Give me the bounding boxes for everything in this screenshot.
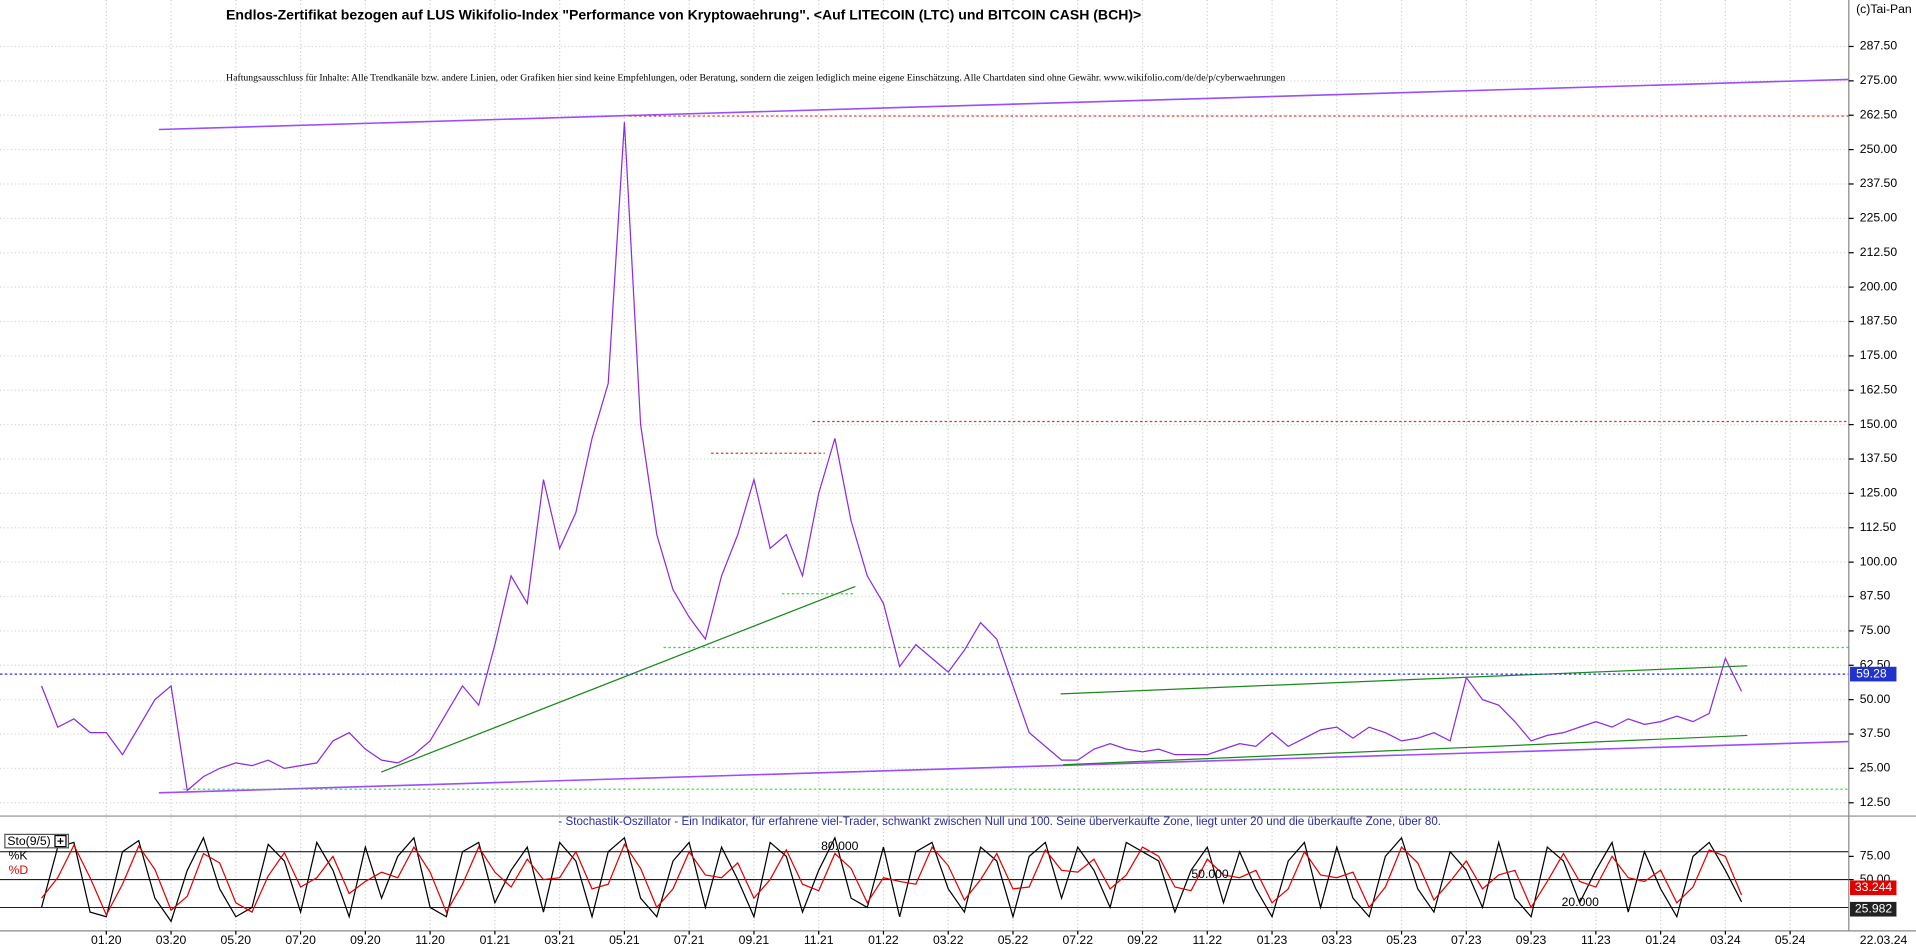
y-tick-label: 137.50 bbox=[1860, 451, 1898, 465]
last-price-box bbox=[1850, 666, 1897, 682]
x-tick-label: 07.23 bbox=[1451, 933, 1482, 947]
x-tick-label: 07.20 bbox=[285, 933, 316, 947]
y-tick-label: 287.50 bbox=[1860, 39, 1898, 53]
y-tick-label: 225.00 bbox=[1860, 211, 1898, 225]
y-tick-label: 50.00 bbox=[1860, 692, 1891, 706]
legend-entry: %K bbox=[9, 849, 28, 863]
date-label: 22.03.24 bbox=[1860, 933, 1908, 947]
value-box bbox=[1850, 880, 1897, 896]
legend-entry: %D bbox=[9, 863, 29, 877]
trendline bbox=[381, 585, 856, 773]
x-tick-label: 09.20 bbox=[350, 933, 381, 947]
value-label: 33.244 bbox=[1855, 880, 1893, 894]
x-tick-label: 05.20 bbox=[221, 933, 252, 947]
x-tick-label: 11.22 bbox=[1192, 933, 1222, 947]
x-tick-label: 05.21 bbox=[609, 933, 640, 947]
x-tick-label: 01.21 bbox=[480, 933, 511, 947]
trendline bbox=[1063, 734, 1748, 766]
y-tick-label: 200.00 bbox=[1860, 279, 1898, 293]
chart-title: Endlos-Zertifikat bezogen auf LUS Wikifo… bbox=[226, 7, 1141, 23]
y-tick-label: 75.00 bbox=[1860, 623, 1891, 637]
x-tick-label: 03.23 bbox=[1322, 933, 1353, 947]
disclaimer: Haftungsausschluss für Inhalte: Alle Tre… bbox=[226, 72, 1285, 83]
level-label: 80.000 bbox=[821, 839, 859, 853]
x-tick-label: 05.22 bbox=[998, 933, 1029, 947]
series-line bbox=[41, 843, 1743, 917]
indicator-box[interactable] bbox=[4, 833, 70, 849]
copyright: (c)Tai-Pan bbox=[1856, 2, 1912, 16]
y-tick-label: 87.50 bbox=[1860, 589, 1891, 603]
y-tick-label: 150.00 bbox=[1860, 417, 1898, 431]
last-price-label: 59.28 bbox=[1856, 666, 1887, 680]
trendline bbox=[158, 78, 1849, 131]
x-tick-label: 03.21 bbox=[544, 933, 575, 947]
x-tick-label: 05.23 bbox=[1386, 933, 1417, 947]
x-tick-label: 11.21 bbox=[804, 933, 834, 947]
x-tick-label: 07.22 bbox=[1062, 933, 1093, 947]
y-tick-label: 125.00 bbox=[1860, 486, 1898, 500]
trendlines bbox=[158, 78, 1849, 794]
y-tick-label: 237.50 bbox=[1860, 176, 1898, 190]
level-label: 50.000 bbox=[1191, 867, 1229, 881]
x-tick-label: 09.21 bbox=[739, 933, 770, 947]
x-tick-label: 07.21 bbox=[674, 933, 705, 947]
trendline bbox=[1060, 665, 1748, 695]
x-tick-label: 11.23 bbox=[1581, 933, 1611, 947]
y-tick-label: 212.50 bbox=[1860, 245, 1898, 259]
x-tick-label: 05.24 bbox=[1775, 933, 1806, 947]
trendline bbox=[158, 740, 1849, 794]
y-tick-label: 262.50 bbox=[1860, 107, 1898, 121]
value-label: 25.982 bbox=[1855, 901, 1893, 915]
grid bbox=[0, 0, 1849, 931]
y-tick-label: 100.00 bbox=[1860, 554, 1898, 568]
x-tick-label: 03.22 bbox=[933, 933, 964, 947]
y-tick-label: 37.50 bbox=[1860, 726, 1891, 740]
y-tick-label: 12.50 bbox=[1860, 795, 1891, 809]
indicator-annotation: - Stochastik-Oszillator - Ein Indikator,… bbox=[558, 815, 1441, 828]
x-tick-label: 01.22 bbox=[868, 933, 899, 947]
y-tick-label: 175.00 bbox=[1860, 348, 1898, 362]
expand-icon bbox=[57, 838, 64, 845]
x-tick-label: 11.20 bbox=[415, 933, 445, 947]
indicator-name: Sto(9/5) bbox=[7, 834, 50, 848]
y-tick-label: 187.50 bbox=[1860, 314, 1898, 328]
x-tick-label: 01.24 bbox=[1645, 933, 1676, 947]
x-tick-label: 09.22 bbox=[1127, 933, 1158, 947]
y-tick-label: 162.50 bbox=[1860, 382, 1898, 396]
y-tick-label: 25.00 bbox=[1860, 761, 1891, 775]
x-tick-label: 09.23 bbox=[1516, 933, 1547, 947]
x-tick-label: 03.24 bbox=[1710, 933, 1741, 947]
y-tick-label: 112.50 bbox=[1860, 520, 1897, 534]
value-box bbox=[1850, 901, 1897, 917]
x-tick-label: 03.20 bbox=[156, 933, 187, 947]
x-tick-label: 01.20 bbox=[91, 933, 122, 947]
y-tick-label: 275.00 bbox=[1860, 73, 1898, 87]
x-tick-label: 01.23 bbox=[1257, 933, 1288, 947]
series-line bbox=[40, 836, 1743, 923]
plot bbox=[0, 122, 1849, 923]
series-line bbox=[40, 122, 1743, 792]
y-tick-label: 75.00 bbox=[1860, 849, 1891, 863]
level-label: 20.000 bbox=[1562, 895, 1600, 909]
y-tick-label: 250.00 bbox=[1860, 142, 1898, 156]
